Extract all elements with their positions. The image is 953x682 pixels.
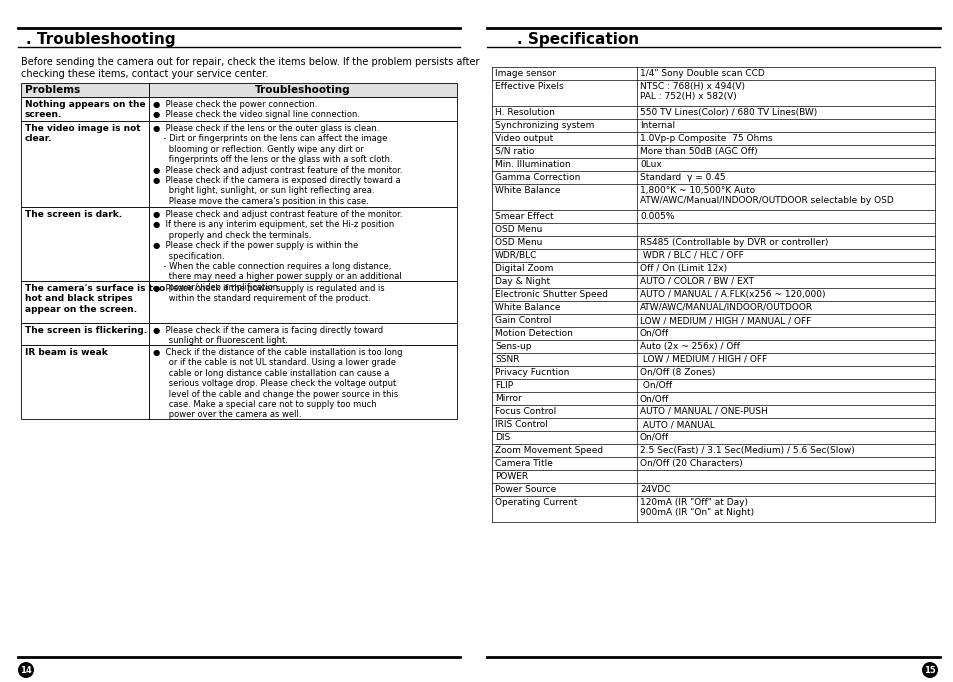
Text: OSD Menu: OSD Menu	[495, 225, 542, 234]
Text: 550 TV Lines(Color) / 680 TV Lines(BW): 550 TV Lines(Color) / 680 TV Lines(BW)	[639, 108, 817, 117]
Text: NTSC : 768(H) x 494(V)
PAL : 752(H) x 582(V): NTSC : 768(H) x 494(V) PAL : 752(H) x 58…	[639, 82, 744, 102]
Text: Digital Zoom: Digital Zoom	[495, 264, 553, 273]
Text: On/Off: On/Off	[639, 394, 669, 403]
Text: Min. Illumination: Min. Illumination	[495, 160, 570, 169]
Text: ●  Please check if the power supply is regulated and is
      within the standar: ● Please check if the power supply is re…	[152, 284, 384, 303]
Text: On/Off: On/Off	[639, 433, 669, 442]
Text: SSNR: SSNR	[495, 355, 519, 364]
Bar	[21, 207, 149, 281]
Text: 15: 15	[923, 666, 935, 675]
Text: ●  Please check and adjust contrast feature of the monitor.
●  If there is any i: ● Please check and adjust contrast featu…	[152, 210, 402, 292]
Text: On/Off: On/Off	[639, 329, 669, 338]
Text: The screen is dark.: The screen is dark.	[25, 210, 122, 219]
Text: The camera's surface is too
hot and black stripes
appear on the screen.: The camera's surface is too hot and blac…	[25, 284, 165, 314]
Text: IR beam is weak: IR beam is weak	[25, 348, 108, 357]
Bar	[149, 97, 456, 121]
Text: 1.0Vp-p Composite  75 Ohms: 1.0Vp-p Composite 75 Ohms	[639, 134, 772, 143]
Text: Problems: Problems	[25, 85, 80, 95]
Bar	[21, 345, 149, 419]
Text: AUTO / MANUAL: AUTO / MANUAL	[639, 420, 714, 429]
Text: ●  Please check if the camera is facing directly toward
      sunlight or fluore: ● Please check if the camera is facing d…	[152, 326, 383, 345]
Bar	[149, 281, 456, 323]
Text: 24VDC: 24VDC	[639, 485, 670, 494]
Text: OSD Menu: OSD Menu	[495, 238, 542, 247]
Text: ●  Please check the power connection.
●  Please check the video signal line conn: ● Please check the power connection. ● P…	[152, 100, 359, 119]
Text: Auto (2x ~ 256x) / Off: Auto (2x ~ 256x) / Off	[639, 342, 740, 351]
Bar	[21, 323, 149, 345]
Text: Camera Title: Camera Title	[495, 459, 553, 468]
Text: ATW/AWC/MANUAL/INDOOR/OUTDOOR: ATW/AWC/MANUAL/INDOOR/OUTDOOR	[639, 303, 812, 312]
Text: LOW / MEDIUM / HIGH / MANUAL / OFF: LOW / MEDIUM / HIGH / MANUAL / OFF	[639, 316, 810, 325]
Text: 0.005%: 0.005%	[639, 212, 674, 221]
Bar	[149, 83, 456, 97]
Text: Operating Current: Operating Current	[495, 498, 577, 507]
Text: Day & Night: Day & Night	[495, 277, 550, 286]
Text: On/Off (20 Characters): On/Off (20 Characters)	[639, 459, 742, 468]
Text: Off / On (Limit 12x): Off / On (Limit 12x)	[639, 264, 726, 273]
Text: Sens-up: Sens-up	[495, 342, 531, 351]
Text: S/N ratio: S/N ratio	[495, 147, 534, 156]
Circle shape	[18, 662, 34, 678]
Text: Before sending the camera out for repair, check the items below. If the problem : Before sending the camera out for repair…	[21, 57, 479, 78]
Text: AUTO / COLOR / BW / EXT: AUTO / COLOR / BW / EXT	[639, 277, 753, 286]
Text: ●  Check if the distance of the cable installation is too long
      or if the c: ● Check if the distance of the cable ins…	[152, 348, 402, 419]
Text: POWER: POWER	[495, 472, 528, 481]
Bar	[21, 83, 149, 97]
Text: Motion Detection: Motion Detection	[495, 329, 572, 338]
Text: Focus Control: Focus Control	[495, 407, 556, 416]
Text: 1,800°K ~ 10,500°K Auto
ATW/AWC/Manual/INDOOR/OUTDOOR selectable by OSD: 1,800°K ~ 10,500°K Auto ATW/AWC/Manual/I…	[639, 186, 893, 205]
Bar	[149, 345, 456, 419]
Text: Image sensor: Image sensor	[495, 69, 556, 78]
Text: Power Source: Power Source	[495, 485, 556, 494]
Bar	[21, 281, 149, 323]
Text: LOW / MEDIUM / HIGH / OFF: LOW / MEDIUM / HIGH / OFF	[639, 355, 766, 364]
Text: . Troubleshooting: . Troubleshooting	[26, 32, 175, 47]
Text: Internal: Internal	[639, 121, 675, 130]
Text: White Balance: White Balance	[495, 303, 560, 312]
Text: AUTO / MANUAL / ONE-PUSH: AUTO / MANUAL / ONE-PUSH	[639, 407, 767, 416]
Text: Electronic Shutter Speed: Electronic Shutter Speed	[495, 290, 607, 299]
Bar	[149, 121, 456, 207]
Bar	[149, 207, 456, 281]
Text: More than 50dB (AGC Off): More than 50dB (AGC Off)	[639, 147, 757, 156]
Text: Smear Effect: Smear Effect	[495, 212, 553, 221]
Text: 1/4" Sony Double scan CCD: 1/4" Sony Double scan CCD	[639, 69, 764, 78]
Text: H. Resolution: H. Resolution	[495, 108, 555, 117]
Text: 120mA (IR "Off" at Day)
900mA (IR "On" at Night): 120mA (IR "Off" at Day) 900mA (IR "On" a…	[639, 498, 753, 518]
Text: Troubleshooting: Troubleshooting	[254, 85, 351, 95]
Text: Gain Control: Gain Control	[495, 316, 551, 325]
Text: Synchronizing system: Synchronizing system	[495, 121, 594, 130]
Text: RS485 (Controllable by DVR or controller): RS485 (Controllable by DVR or controller…	[639, 238, 827, 247]
Circle shape	[921, 662, 937, 678]
Bar	[21, 121, 149, 207]
Text: 0Lux: 0Lux	[639, 160, 661, 169]
Bar	[149, 323, 456, 345]
Text: On/Off: On/Off	[639, 381, 672, 390]
Text: The screen is flickering.: The screen is flickering.	[25, 326, 147, 335]
Text: WDR / BLC / HLC / OFF: WDR / BLC / HLC / OFF	[639, 251, 743, 260]
Text: White Balance: White Balance	[495, 186, 560, 195]
Text: On/Off (8 Zones): On/Off (8 Zones)	[639, 368, 715, 377]
Text: FLIP: FLIP	[495, 381, 513, 390]
Text: WDR/BLC: WDR/BLC	[495, 251, 537, 260]
Text: 14: 14	[20, 666, 31, 675]
Text: Video output: Video output	[495, 134, 553, 143]
Text: Zoom Movement Speed: Zoom Movement Speed	[495, 446, 602, 455]
Text: Gamma Correction: Gamma Correction	[495, 173, 579, 182]
Text: Mirror: Mirror	[495, 394, 521, 403]
Text: Effective Pixels: Effective Pixels	[495, 82, 563, 91]
Text: AUTO / MANUAL / A.FLK(x256 ~ 120,000): AUTO / MANUAL / A.FLK(x256 ~ 120,000)	[639, 290, 824, 299]
Text: ●  Please check if the lens or the outer glass is clean.
    - Dirt or fingerpri: ● Please check if the lens or the outer …	[152, 124, 402, 206]
Text: DIS: DIS	[495, 433, 510, 442]
Text: Privacy Fucntion: Privacy Fucntion	[495, 368, 569, 377]
Text: 2.5 Sec(Fast) / 3.1 Sec(Medium) / 5.6 Sec(Slow): 2.5 Sec(Fast) / 3.1 Sec(Medium) / 5.6 Se…	[639, 446, 854, 455]
Text: The video image is not
clear.: The video image is not clear.	[25, 124, 140, 143]
Text: . Specification: . Specification	[517, 32, 639, 47]
Bar	[21, 97, 149, 121]
Text: Standard  γ = 0.45: Standard γ = 0.45	[639, 173, 725, 182]
Text: IRIS Control: IRIS Control	[495, 420, 547, 429]
Text: Nothing appears on the
screen.: Nothing appears on the screen.	[25, 100, 146, 119]
